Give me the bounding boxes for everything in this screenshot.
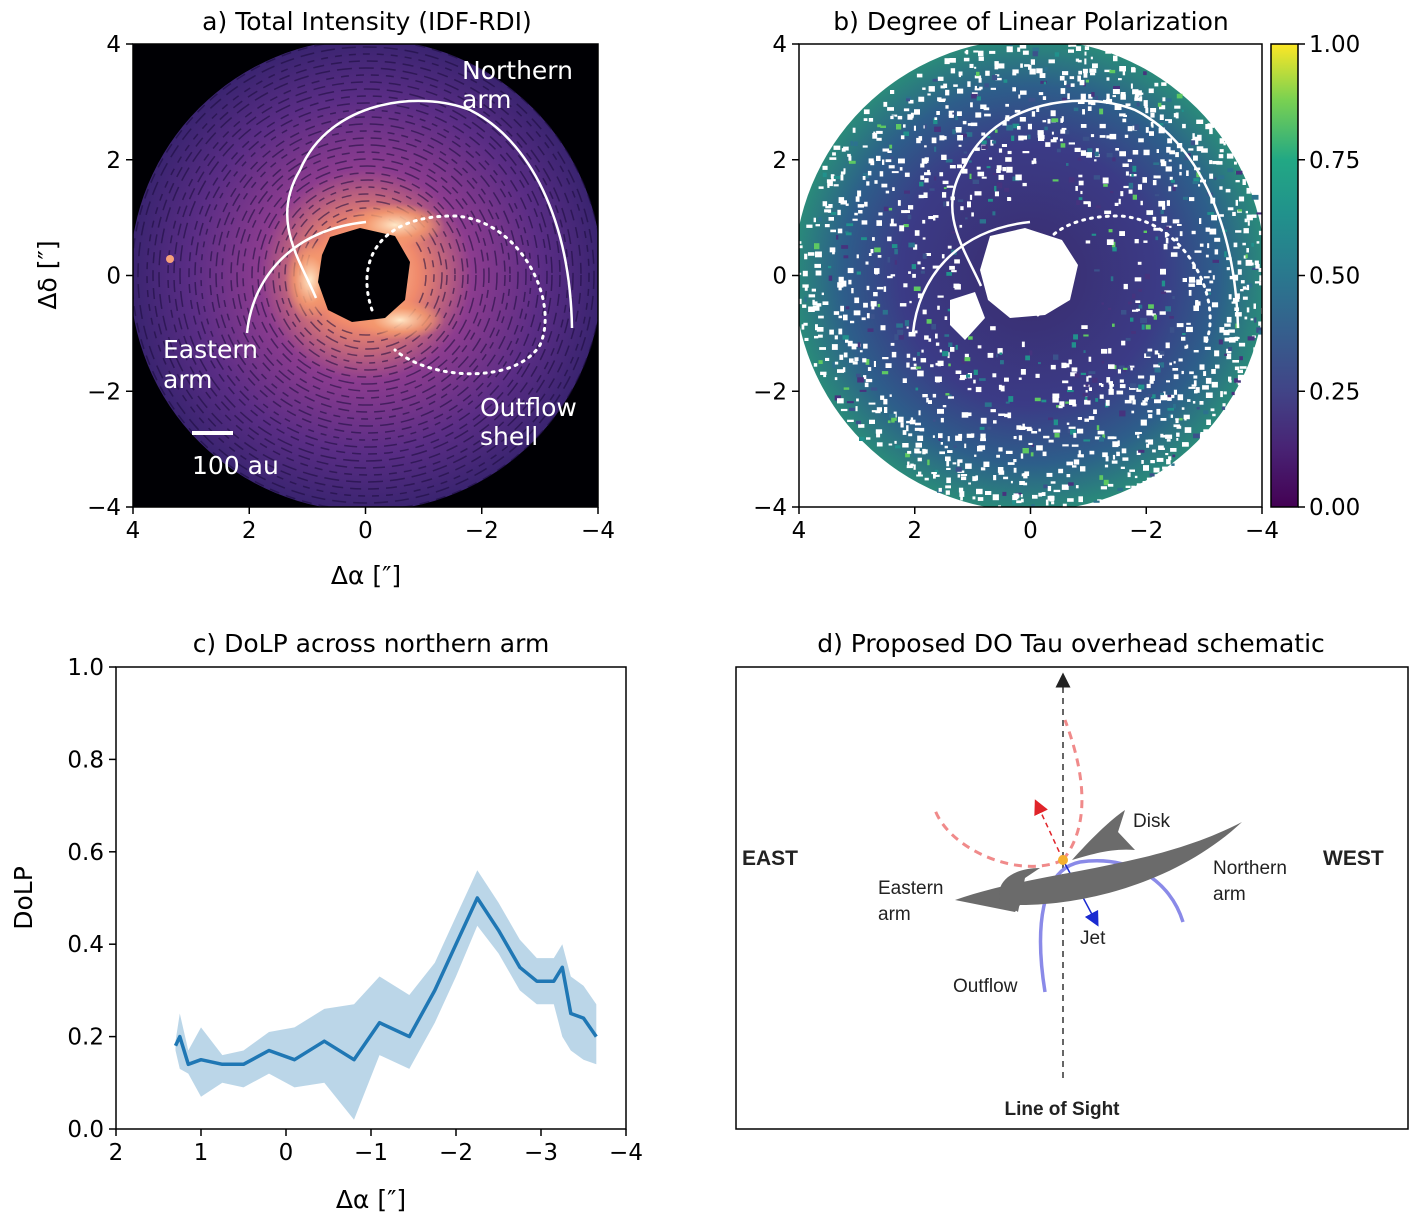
- west-label: WEST: [1323, 847, 1384, 870]
- label-eastern-arm-2: arm: [163, 365, 213, 394]
- x-tick-label: 2: [109, 1140, 124, 1166]
- b-outflow-shell-trace: [1030, 214, 1212, 347]
- y-tick-label: 4: [772, 32, 787, 58]
- red-outflow-left: [933, 809, 1064, 868]
- panel-b-image: [799, 44, 1262, 507]
- label-outflow-shell-1: Outflow: [480, 393, 577, 422]
- y-tick-label: 2: [106, 148, 121, 174]
- x-tick-label: −4: [1245, 518, 1279, 544]
- outflow-label: Outflow: [953, 976, 1018, 997]
- jet-label: Jet: [1080, 928, 1106, 949]
- disk-arrow-head: [1072, 810, 1135, 860]
- colorbar-tick-label: 1.00: [1309, 32, 1360, 58]
- label-outflow-shell-2: shell: [480, 422, 538, 451]
- line-of-sight-label: Line of Sight: [1004, 1099, 1120, 1120]
- y-tick-label: 4: [106, 32, 121, 58]
- outflow-shell-trace: [365, 214, 547, 376]
- x-tick-label: 0: [358, 518, 373, 544]
- panel-c-xlabel: Δα [″]: [336, 1185, 406, 1214]
- northern-arm-label-2: arm: [1213, 884, 1246, 905]
- y-tick-label: 2: [772, 148, 787, 174]
- y-tick-label: −4: [753, 495, 787, 521]
- x-tick-label: −2: [465, 518, 499, 544]
- panel-c: c) DoLP across northern arm 2 1 0 −1 −2 −3 −4 0…: [9, 629, 643, 1214]
- x-tick-label: 2: [907, 518, 922, 544]
- b-eastern-arm-trace: [911, 220, 1031, 334]
- label-northern-arm-1: Northern: [462, 56, 573, 85]
- y-tick-label: −2: [753, 379, 787, 405]
- red-outflow-top: [1061, 719, 1084, 861]
- panel-b: b) Degree of Linear Polarization 4 2 0 −2 −4…: [753, 7, 1360, 544]
- disk-label: Disk: [1133, 811, 1170, 832]
- y-tick-label: 0.8: [67, 747, 104, 773]
- x-tick-label: 4: [792, 518, 807, 544]
- colorbar: [1270, 43, 1299, 508]
- x-tick-label: −4: [609, 1140, 643, 1166]
- y-tick-label: −4: [87, 495, 121, 521]
- eastern-arm-label-2: arm: [878, 904, 911, 925]
- red-jet-arrow: [1034, 799, 1064, 861]
- panel-a-xlabel: Δα [″]: [331, 561, 401, 590]
- y-tick-label: −2: [87, 379, 121, 405]
- x-tick-label: 2: [242, 518, 257, 544]
- colorbar-tick-label: 0.00: [1309, 495, 1360, 521]
- label-eastern-arm-1: Eastern: [163, 335, 258, 364]
- label-northern-arm-2: arm: [462, 85, 512, 114]
- eastern-arm-label-1: Eastern: [878, 878, 943, 899]
- x-tick-label: −1: [354, 1140, 388, 1166]
- panel-c-ticks: 2 1 0 −1 −2 −3 −4 0.0 0.2 0.4 0.6 0.8 1.0: [67, 655, 643, 1166]
- panel-d-title: d) Proposed DO Tau overhead schematic: [817, 629, 1325, 658]
- northern-arm-label-1: Northern: [1213, 858, 1287, 879]
- eastern-arm-head: [999, 868, 1040, 912]
- panel-a: a) Total Intensity (IDF-RDI) Northern ar…: [33, 7, 615, 590]
- x-tick-label: 1: [194, 1140, 209, 1166]
- x-tick-label: −2: [1129, 518, 1163, 544]
- panel-a-ylabel: Δδ [″]: [33, 240, 62, 309]
- x-tick-label: 0: [1023, 518, 1038, 544]
- eastern-arm-trace: [245, 220, 367, 334]
- panel-b-title: b) Degree of Linear Polarization: [833, 7, 1229, 36]
- panel-c-title: c) DoLP across northern arm: [193, 629, 550, 658]
- panel-d: d) Proposed DO Tau overhead schematic EA…: [735, 629, 1409, 1130]
- y-tick-label: 0.6: [67, 840, 104, 866]
- colorbar-tick-label: 0.25: [1309, 379, 1360, 405]
- y-tick-label: 0: [106, 264, 121, 290]
- uncertainty-band: [175, 870, 597, 1120]
- x-tick-label: 0: [279, 1140, 294, 1166]
- y-tick-label: 0: [772, 264, 787, 290]
- east-label: EAST: [742, 847, 798, 870]
- y-tick-label: 0.2: [67, 1025, 104, 1051]
- colorbar-tick-label: 0.50: [1309, 264, 1360, 290]
- blue-outflow: [1038, 859, 1185, 993]
- panel-a-image: [133, 44, 598, 507]
- disk-shape: [955, 822, 1242, 912]
- northern-arm-trace: [285, 99, 574, 329]
- b-northern-arm-trace: [951, 99, 1240, 329]
- y-tick-label: 0.0: [67, 1117, 104, 1143]
- colorbar-ticks: 1.00 0.75 0.50 0.25 0.00: [1298, 32, 1360, 521]
- x-tick-label: 4: [126, 518, 141, 544]
- x-tick-label: −3: [524, 1140, 558, 1166]
- y-tick-label: 0.4: [67, 932, 104, 958]
- scalebar-label: 100 au: [192, 451, 279, 480]
- star-marker: [1058, 855, 1068, 865]
- x-tick-label: −4: [581, 518, 615, 544]
- colorbar-tick-label: 0.75: [1309, 148, 1360, 174]
- panel-a-title: a) Total Intensity (IDF-RDI): [202, 7, 532, 36]
- y-tick-label: 1.0: [67, 655, 104, 681]
- panel-c-ylabel: DoLP: [9, 866, 38, 930]
- x-tick-label: −2: [439, 1140, 473, 1166]
